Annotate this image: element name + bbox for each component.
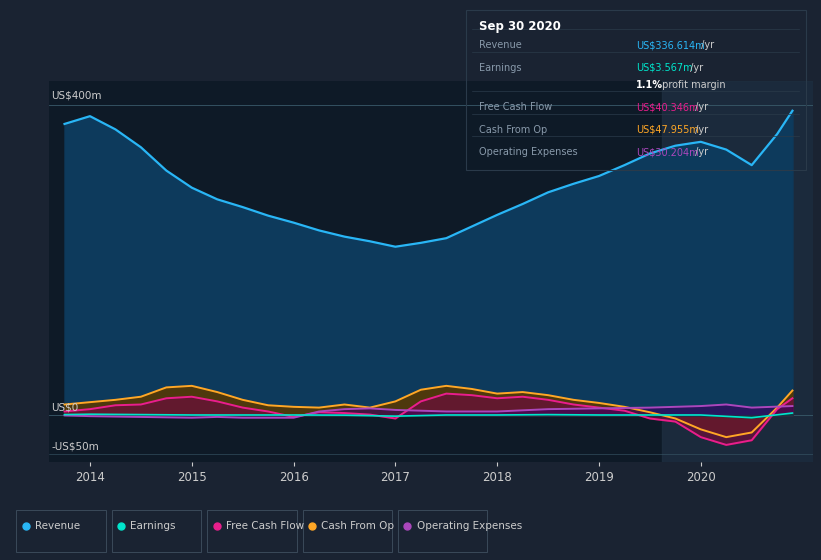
Bar xyxy=(662,81,813,462)
Text: US$400m: US$400m xyxy=(51,91,102,101)
Text: 1.1%: 1.1% xyxy=(635,80,663,90)
Text: Free Cash Flow: Free Cash Flow xyxy=(226,521,304,531)
Text: US$3.567m: US$3.567m xyxy=(635,63,692,73)
Text: -US$50m: -US$50m xyxy=(51,442,99,452)
Text: /yr: /yr xyxy=(692,147,709,157)
Text: Revenue: Revenue xyxy=(479,40,522,50)
Text: Earnings: Earnings xyxy=(479,63,521,73)
Text: profit margin: profit margin xyxy=(659,80,726,90)
Text: /yr: /yr xyxy=(686,63,703,73)
Text: Operating Expenses: Operating Expenses xyxy=(479,147,578,157)
Text: /yr: /yr xyxy=(698,40,713,50)
Text: /yr: /yr xyxy=(692,125,709,135)
Text: US$30.204m: US$30.204m xyxy=(635,147,699,157)
Text: Sep 30 2020: Sep 30 2020 xyxy=(479,20,561,32)
Text: Operating Expenses: Operating Expenses xyxy=(417,521,522,531)
Text: US$0: US$0 xyxy=(51,402,79,412)
Text: US$40.346m: US$40.346m xyxy=(635,102,699,113)
Text: Earnings: Earnings xyxy=(131,521,176,531)
Text: Revenue: Revenue xyxy=(34,521,80,531)
Text: /yr: /yr xyxy=(692,102,709,113)
Text: Cash From Op: Cash From Op xyxy=(321,521,394,531)
Text: Free Cash Flow: Free Cash Flow xyxy=(479,102,553,113)
Text: US$47.955m: US$47.955m xyxy=(635,125,699,135)
Text: US$336.614m: US$336.614m xyxy=(635,40,704,50)
Text: Cash From Op: Cash From Op xyxy=(479,125,548,135)
